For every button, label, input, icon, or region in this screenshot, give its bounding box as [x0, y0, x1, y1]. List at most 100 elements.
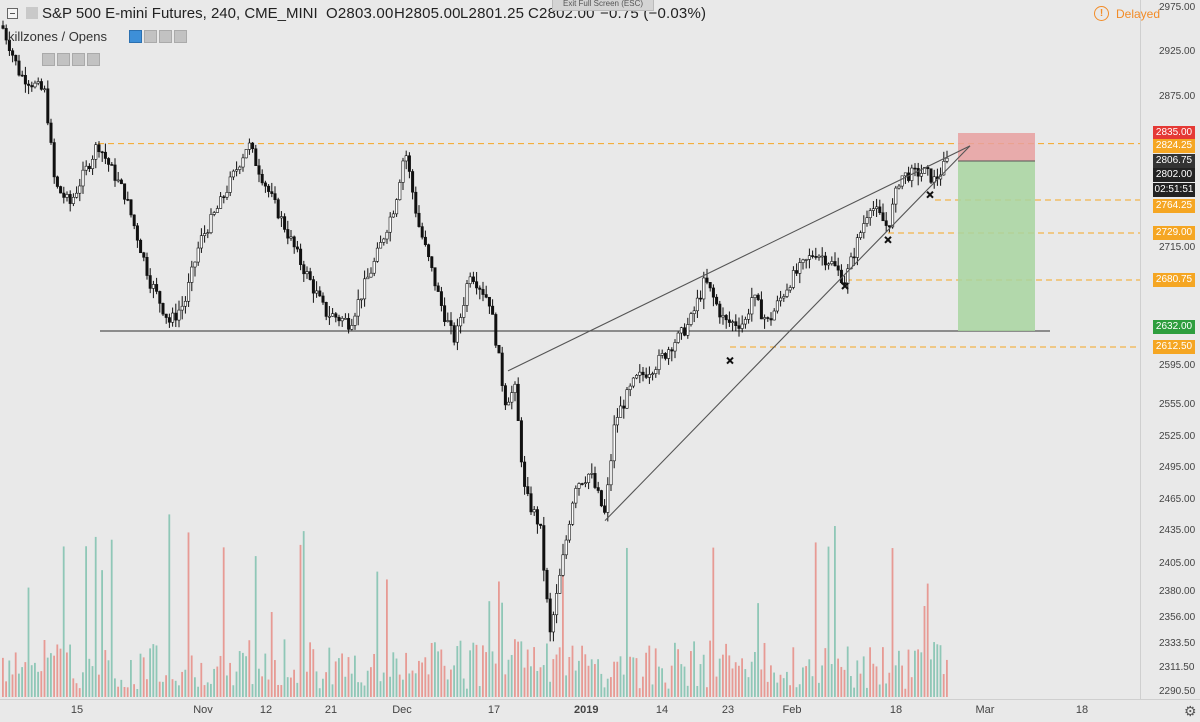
volume-bar: [805, 666, 807, 697]
pivot-marker: [884, 236, 892, 244]
candle: [689, 311, 693, 327]
volume-bar: [715, 676, 718, 697]
candle: [203, 225, 207, 243]
candle: [743, 316, 747, 329]
volume-bar: [638, 688, 641, 697]
volume-bar: [168, 514, 171, 697]
volume-bar: [59, 648, 62, 697]
time-axis[interactable]: 15 Nov 12 21 Dec 17 2019 14 23 Feb 18 Mar 18: [0, 699, 1200, 722]
candle: [654, 366, 658, 378]
candle: [375, 242, 379, 263]
exit-fullscreen-button[interactable]: Exit Full Screen (ESC): [552, 0, 654, 11]
candle: [107, 157, 111, 172]
time-tick-label: 14: [655, 704, 669, 716]
candle: [891, 198, 895, 229]
volume-bar: [866, 687, 868, 697]
candle: [750, 287, 754, 322]
candle: [212, 210, 216, 217]
volume-bar: [616, 661, 619, 697]
visibility-icon[interactable]: [129, 30, 142, 43]
volume-bars: [2, 514, 948, 697]
volume-bar: [2, 657, 4, 697]
candle: [539, 523, 543, 529]
wedge-lower-line[interactable]: [604, 145, 971, 522]
volume-bar: [210, 683, 212, 697]
candle: [823, 251, 827, 271]
volume-bar: [357, 682, 359, 697]
volume-bar: [53, 655, 55, 697]
volume-bar: [808, 659, 811, 697]
price-tag: 2680.75: [1153, 273, 1195, 287]
volume-bar: [187, 532, 190, 697]
candle: [151, 280, 155, 299]
volume-bar: [66, 652, 68, 697]
volume-bar: [30, 665, 33, 697]
candle: [894, 185, 898, 213]
volume-bar: [504, 674, 507, 697]
candle: [542, 516, 546, 582]
wedge-upper-line[interactable]: [507, 145, 971, 372]
volume-bar: [469, 650, 471, 697]
gear-icon[interactable]: ⚙: [1184, 703, 1197, 719]
volume-bar: [338, 658, 340, 697]
volume-bar: [408, 673, 411, 697]
study-label[interactable]: killzones / Opens: [8, 29, 107, 44]
chart-header: S&P 500 E-mini Futures, 240, CME_MINI O2…: [0, 0, 1160, 28]
take-profit-zone[interactable]: [958, 161, 1035, 331]
close-icon[interactable]: [87, 53, 100, 66]
candle: [372, 257, 376, 277]
volume-bar: [533, 647, 535, 697]
close-icon[interactable]: [174, 30, 187, 43]
volume-bar: [600, 673, 603, 697]
add-icon[interactable]: [159, 30, 172, 43]
volume-bar: [942, 674, 945, 697]
candle: [327, 306, 331, 325]
volume-bar: [597, 659, 599, 697]
candle: [331, 308, 335, 317]
candle: [715, 294, 719, 306]
volume-bar: [578, 660, 580, 697]
volume-bar: [786, 671, 788, 697]
volume-bar: [562, 575, 564, 697]
volume-bar: [549, 681, 551, 697]
volume-bar: [888, 672, 891, 697]
visibility-icon[interactable]: [42, 53, 55, 66]
stop-loss-zone[interactable]: [958, 133, 1035, 161]
collapse-icon[interactable]: [7, 8, 18, 19]
candle: [817, 254, 821, 261]
candle: [811, 250, 815, 259]
time-tick-label: 17: [487, 704, 501, 716]
settings-icon[interactable]: [57, 53, 70, 66]
volume-bar: [402, 679, 404, 697]
candle: [475, 272, 479, 295]
candle: [391, 210, 395, 218]
volume-bar: [242, 652, 244, 697]
price-axis[interactable]: 2975.002925.002875.002715.002680.002595.…: [1140, 0, 1200, 700]
volume-bar: [850, 676, 852, 697]
candle: [657, 349, 661, 375]
volume-bar: [78, 688, 81, 697]
volume-bar: [18, 673, 20, 697]
candle: [900, 175, 904, 190]
volume-bar: [184, 669, 187, 697]
volume-bar: [683, 666, 686, 697]
candle: [449, 312, 453, 335]
candle: [353, 312, 357, 330]
candle: [759, 291, 763, 320]
volume-bar: [862, 656, 865, 697]
price-tag: 2729.00: [1153, 226, 1195, 240]
volume-bar: [318, 688, 321, 697]
volume-bar: [555, 654, 558, 697]
volume-bar: [34, 662, 36, 697]
candle: [62, 186, 66, 204]
volume-bar: [901, 665, 903, 697]
symbol-title[interactable]: S&P 500 E-mini Futures, 240, CME_MINI: [42, 5, 318, 22]
candle: [59, 185, 63, 194]
settings-icon[interactable]: [144, 30, 157, 43]
candle: [324, 301, 328, 321]
volume-bar: [706, 687, 708, 697]
volume-bar: [267, 679, 270, 697]
add-icon[interactable]: [72, 53, 85, 66]
volume-bar: [798, 684, 801, 697]
